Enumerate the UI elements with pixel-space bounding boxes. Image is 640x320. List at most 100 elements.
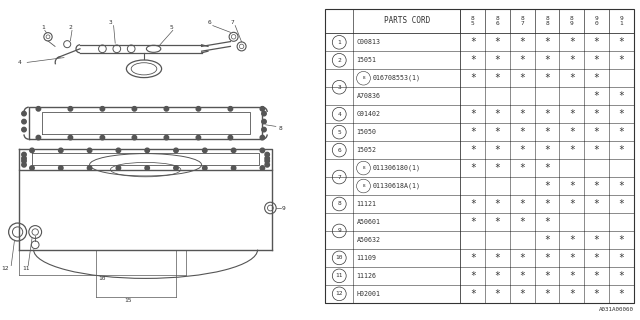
- Text: 7: 7: [337, 174, 341, 180]
- Text: H02001: H02001: [356, 291, 381, 297]
- Text: *: *: [544, 37, 550, 47]
- Text: *: *: [594, 199, 600, 209]
- Text: *: *: [569, 127, 575, 137]
- Text: *: *: [594, 55, 600, 65]
- Text: B: B: [362, 166, 365, 170]
- Circle shape: [228, 107, 233, 111]
- Text: *: *: [520, 127, 525, 137]
- Text: *: *: [495, 199, 500, 209]
- Circle shape: [22, 159, 26, 163]
- Text: *: *: [470, 199, 476, 209]
- Text: 11121: 11121: [356, 201, 376, 207]
- Text: 10: 10: [99, 276, 106, 281]
- Circle shape: [36, 135, 41, 140]
- Text: *: *: [544, 271, 550, 281]
- Text: A50601: A50601: [356, 219, 381, 225]
- Text: *: *: [544, 73, 550, 83]
- Circle shape: [87, 166, 92, 170]
- Text: 1: 1: [42, 25, 45, 30]
- Text: *: *: [544, 217, 550, 227]
- Circle shape: [22, 163, 26, 167]
- Text: *: *: [618, 253, 624, 263]
- Text: 01130618A(1): 01130618A(1): [373, 183, 421, 189]
- Text: *: *: [520, 109, 525, 119]
- Text: 10: 10: [335, 255, 343, 260]
- Text: *: *: [544, 127, 550, 137]
- Text: 9
1: 9 1: [620, 16, 623, 26]
- Text: 2: 2: [337, 58, 341, 63]
- Circle shape: [116, 166, 120, 170]
- Text: 6: 6: [337, 148, 341, 153]
- Text: A70836: A70836: [356, 93, 381, 99]
- Text: 8
6: 8 6: [496, 16, 499, 26]
- Circle shape: [22, 152, 26, 157]
- Text: *: *: [470, 253, 476, 263]
- Text: 8
7: 8 7: [520, 16, 524, 26]
- Text: 15: 15: [124, 298, 132, 303]
- Circle shape: [260, 148, 265, 153]
- Text: *: *: [618, 181, 624, 191]
- Text: *: *: [544, 55, 550, 65]
- Circle shape: [22, 127, 26, 132]
- Text: 8
9: 8 9: [570, 16, 573, 26]
- Text: *: *: [520, 289, 525, 299]
- Text: *: *: [520, 145, 525, 155]
- Text: 4: 4: [18, 60, 21, 65]
- Text: 3: 3: [337, 85, 341, 90]
- Text: *: *: [618, 289, 624, 299]
- Text: *: *: [470, 271, 476, 281]
- Text: *: *: [520, 37, 525, 47]
- Text: 11: 11: [335, 273, 343, 278]
- Text: *: *: [569, 235, 575, 245]
- Text: *: *: [495, 127, 500, 137]
- Circle shape: [29, 166, 35, 170]
- Text: 11109: 11109: [356, 255, 376, 261]
- Circle shape: [22, 156, 26, 161]
- Circle shape: [59, 166, 63, 170]
- Circle shape: [145, 166, 150, 170]
- Text: 7: 7: [230, 20, 234, 25]
- Circle shape: [262, 111, 266, 116]
- Circle shape: [196, 107, 201, 111]
- Circle shape: [265, 156, 269, 161]
- Circle shape: [196, 135, 201, 140]
- Text: *: *: [495, 217, 500, 227]
- Circle shape: [202, 166, 207, 170]
- Circle shape: [87, 148, 92, 153]
- Circle shape: [22, 111, 26, 116]
- Text: C00813: C00813: [356, 39, 381, 45]
- Circle shape: [145, 148, 150, 153]
- Text: *: *: [470, 127, 476, 137]
- Text: 15051: 15051: [356, 57, 376, 63]
- Circle shape: [164, 135, 169, 140]
- Text: *: *: [569, 253, 575, 263]
- Text: *: *: [520, 217, 525, 227]
- Text: *: *: [520, 199, 525, 209]
- Circle shape: [36, 107, 41, 111]
- Text: *: *: [544, 109, 550, 119]
- Text: 016708553(1): 016708553(1): [373, 75, 421, 82]
- Text: B: B: [362, 76, 365, 80]
- Circle shape: [100, 135, 105, 140]
- Text: *: *: [520, 73, 525, 83]
- Text: 12: 12: [2, 266, 9, 271]
- Text: *: *: [569, 73, 575, 83]
- Text: *: *: [544, 199, 550, 209]
- Text: *: *: [495, 253, 500, 263]
- Circle shape: [68, 107, 73, 111]
- Circle shape: [164, 107, 169, 111]
- Circle shape: [260, 107, 265, 111]
- Text: *: *: [544, 163, 550, 173]
- Text: *: *: [594, 235, 600, 245]
- Text: 5: 5: [337, 130, 341, 135]
- Text: A50632: A50632: [356, 237, 381, 243]
- Circle shape: [68, 135, 73, 140]
- Circle shape: [265, 159, 269, 163]
- Circle shape: [132, 107, 137, 111]
- Text: *: *: [618, 235, 624, 245]
- Circle shape: [132, 135, 137, 140]
- Text: *: *: [594, 91, 600, 101]
- Circle shape: [29, 148, 35, 153]
- Circle shape: [232, 148, 236, 153]
- Text: *: *: [594, 253, 600, 263]
